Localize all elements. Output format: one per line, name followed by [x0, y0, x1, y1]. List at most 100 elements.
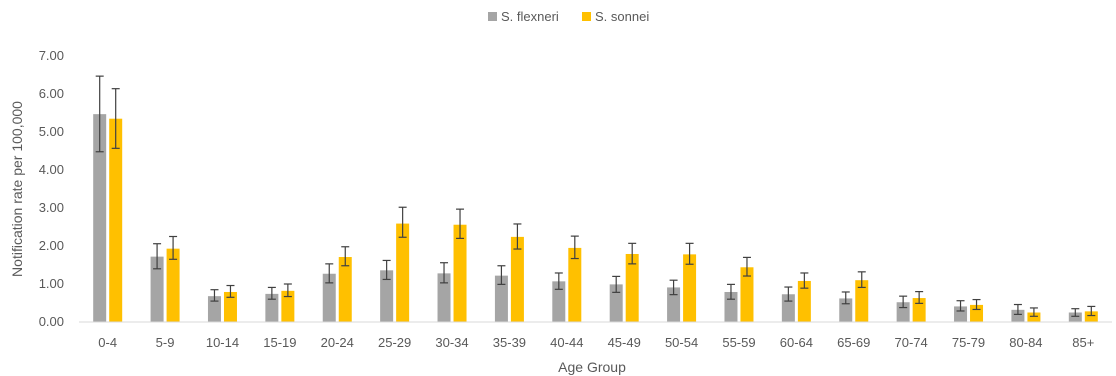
x-tick-label: 70-74: [895, 335, 928, 350]
bar: [338, 257, 352, 322]
bar: [740, 267, 754, 322]
legend-item: S. flexneri: [488, 9, 559, 24]
error-bar: [915, 291, 924, 304]
y-tick-label: 7.00: [39, 48, 64, 63]
x-tick-label: 60-64: [780, 335, 813, 350]
legend-label: S. flexneri: [501, 9, 559, 24]
error-bar: [726, 283, 735, 300]
x-tick-label: 65-69: [837, 335, 870, 350]
error-bar: [554, 272, 563, 290]
error-bar: [1013, 303, 1022, 315]
y-axis-title: Notification rate per 100,000: [9, 101, 25, 277]
legend-item: S. sonnei: [582, 9, 649, 24]
error-bar: [382, 259, 391, 281]
x-tick-label: 55-59: [722, 335, 755, 350]
x-tick-label: 10-14: [206, 335, 239, 350]
error-bar: [1029, 307, 1038, 317]
bar: [166, 248, 180, 322]
x-tick-label: 40-44: [550, 335, 583, 350]
y-tick-label: 3.00: [39, 200, 64, 215]
legend: S. flexneri S. sonnei: [488, 9, 649, 24]
bar: [380, 270, 394, 322]
error-bar: [972, 298, 981, 311]
bar: [494, 275, 508, 322]
error-bar: [800, 272, 809, 289]
bar: [150, 256, 164, 322]
x-tick-label: 30-34: [435, 335, 468, 350]
x-tick-label: 35-39: [493, 335, 526, 350]
bar: [453, 224, 467, 322]
bar: [625, 253, 639, 322]
legend-label: S. sonnei: [595, 9, 649, 24]
error-bar: [612, 275, 621, 293]
bar: [1011, 309, 1025, 322]
y-axis: 0.00 1.00 2.00 3.00 4.00 5.00 6.00 7.00: [39, 48, 64, 329]
bar: [322, 273, 336, 322]
error-bar: [570, 235, 579, 260]
error-bar: [841, 291, 850, 305]
x-tick-label: 75-79: [952, 335, 985, 350]
x-tick-label: 20-24: [321, 335, 354, 350]
error-bar: [226, 284, 235, 298]
y-tick-label: 1.00: [39, 276, 64, 291]
error-bar: [1071, 308, 1080, 317]
error-bars: [95, 75, 1096, 317]
x-axis: 0-4 5-9 10-14 15-19 20-24 25-29 30-34 35-39 40-4…: [79, 321, 1112, 350]
error-bar: [153, 243, 162, 270]
error-bar: [513, 223, 522, 250]
x-tick-label: 5-9: [156, 335, 175, 350]
x-axis-title: Age Group: [558, 359, 626, 375]
bar: [912, 298, 926, 322]
bar: [1084, 311, 1098, 322]
y-tick-label: 2.00: [39, 238, 64, 253]
bar: [1027, 312, 1041, 322]
bar: [683, 254, 697, 322]
error-bar: [784, 286, 793, 302]
error-bar: [456, 208, 465, 239]
bar: [396, 223, 410, 322]
error-bar: [899, 295, 908, 309]
error-bar: [669, 279, 678, 296]
error-bar: [1087, 305, 1096, 317]
error-bar: [169, 235, 178, 260]
bar: [265, 293, 279, 322]
error-bar: [440, 262, 449, 284]
bar: [609, 284, 623, 322]
bar: [93, 114, 107, 322]
error-bar: [341, 246, 350, 267]
bar: [568, 247, 582, 322]
bar: [552, 281, 566, 322]
y-tick-label: 4.00: [39, 162, 64, 177]
error-bar: [742, 256, 751, 277]
error-bar: [956, 300, 965, 312]
bar: [109, 118, 123, 322]
y-tick-label: 5.00: [39, 124, 64, 139]
bar: [510, 236, 524, 322]
y-tick-label: 0.00: [39, 314, 64, 329]
bar: [667, 287, 681, 322]
x-tick-label: 25-29: [378, 335, 411, 350]
error-bar: [267, 286, 276, 300]
x-tick-label: 45-49: [608, 335, 641, 350]
error-bar: [283, 283, 292, 298]
legend-swatch: [488, 12, 497, 21]
x-tick-label: 0-4: [98, 335, 117, 350]
bar: [207, 296, 221, 322]
y-tick-label: 6.00: [39, 86, 64, 101]
error-bar: [210, 289, 219, 302]
error-bar: [628, 242, 637, 265]
bar: [954, 306, 968, 322]
error-bar: [398, 206, 407, 238]
legend-swatch: [582, 12, 591, 21]
error-bar: [325, 263, 334, 284]
x-tick-label: 80-84: [1009, 335, 1042, 350]
error-bar: [497, 265, 506, 285]
error-bar: [685, 242, 694, 265]
bar: [797, 280, 811, 322]
x-tick-label: 15-19: [263, 335, 296, 350]
bar: [437, 273, 451, 322]
error-bar: [95, 75, 104, 153]
bar: [855, 280, 869, 322]
error-bar: [857, 271, 866, 289]
